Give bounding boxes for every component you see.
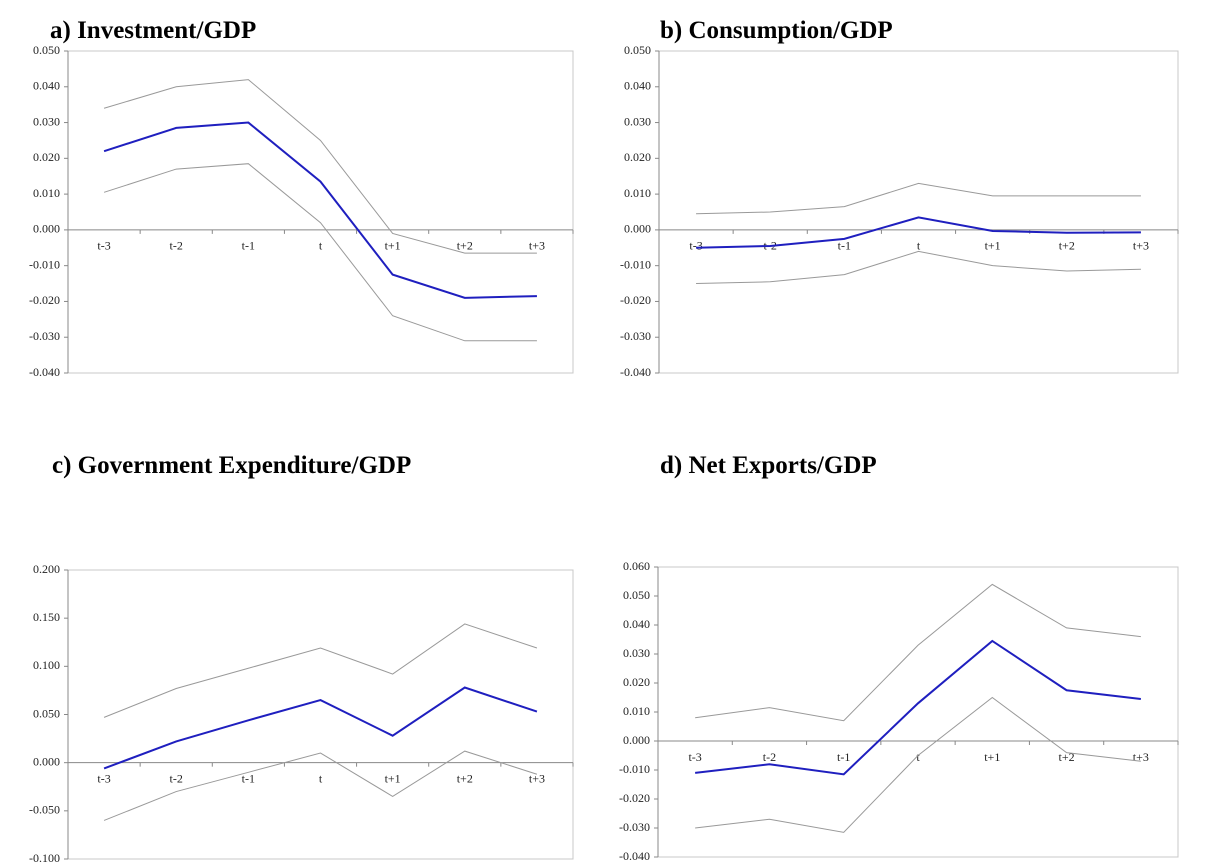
chart-title: a) Investment/GDP (50, 17, 256, 44)
y-tick-label: -0.020 (619, 791, 650, 805)
x-tick-label: t-1 (838, 239, 851, 253)
y-tick-label: 0.020 (33, 150, 60, 164)
x-tick-label: t+2 (457, 771, 473, 785)
series-line (103, 686, 538, 770)
y-tick-label: 0.000 (623, 733, 650, 747)
series-line (103, 121, 537, 299)
y-tick-label: 0.010 (33, 186, 60, 200)
y-tick-label: -0.030 (29, 329, 60, 343)
x-tick-label: t+2 (1059, 750, 1075, 764)
x-tick-label: t (916, 750, 920, 764)
y-tick-label: -0.040 (29, 365, 60, 379)
x-tick-label: t-1 (837, 750, 850, 764)
x-tick-label: t+1 (984, 750, 1000, 764)
x-tick-label: t+1 (385, 771, 401, 785)
y-tick-label: 0.030 (33, 114, 60, 128)
y-tick-label: -0.030 (620, 329, 651, 343)
x-tick-label: t-2 (763, 750, 776, 764)
series-line (103, 750, 538, 821)
series-line (695, 639, 1141, 776)
y-tick-label: -0.040 (619, 849, 650, 863)
y-tick-label: -0.040 (620, 365, 651, 379)
y-tick-label: -0.020 (620, 293, 651, 307)
x-tick-label: t+3 (1133, 750, 1149, 764)
y-tick-label: 0.050 (624, 43, 651, 57)
y-tick-label: 0.010 (624, 186, 651, 200)
y-tick-label: -0.010 (619, 762, 650, 776)
x-tick-label: t-3 (689, 239, 702, 253)
y-tick-label: -0.050 (29, 803, 60, 817)
x-tick-label: t+2 (1059, 239, 1075, 253)
x-tick-label: t-2 (170, 771, 183, 785)
y-tick-label: -0.020 (29, 293, 60, 307)
x-tick-label: t+3 (1133, 239, 1149, 253)
series-line (103, 163, 537, 342)
x-tick-label: t (319, 239, 323, 253)
x-tick-label: t+1 (385, 239, 401, 253)
y-tick-label: 0.050 (33, 706, 60, 720)
series-line (696, 182, 1141, 215)
chart-title: d) Net Exports/GDP (660, 452, 877, 479)
y-tick-label: 0.030 (624, 114, 651, 128)
y-tick-label: 0.000 (33, 754, 60, 768)
y-tick-label: 0.040 (33, 79, 60, 93)
chart-title: b) Consumption/GDP (660, 17, 893, 44)
plot-frame (658, 50, 1179, 374)
x-tick-label: t (319, 771, 323, 785)
y-tick-label: 0.020 (623, 675, 650, 689)
plot-frame (67, 569, 574, 860)
y-tick-label: 0.030 (623, 646, 650, 660)
x-tick-label: t-1 (242, 771, 255, 785)
y-tick-label: 0.050 (623, 588, 650, 602)
x-tick-label: t-1 (242, 239, 255, 253)
series-line (696, 216, 1141, 249)
series-line (103, 79, 537, 254)
y-tick-label: 0.000 (33, 222, 60, 236)
y-tick-label: 0.010 (623, 704, 650, 718)
y-tick-label: -0.010 (620, 257, 651, 271)
y-tick-label: 0.040 (624, 79, 651, 93)
y-tick-label: 0.040 (623, 617, 650, 631)
y-tick-label: 0.020 (624, 150, 651, 164)
x-tick-label: t-3 (688, 750, 701, 764)
x-tick-label: t-3 (97, 239, 110, 253)
x-tick-label: t+3 (529, 239, 545, 253)
plot-frame (67, 50, 574, 374)
series-line (695, 583, 1141, 722)
x-tick-label: t+1 (985, 239, 1001, 253)
x-tick-label: t-3 (97, 771, 110, 785)
x-tick-label: t-2 (170, 239, 183, 253)
series-line (103, 623, 538, 718)
x-tick-label: t (917, 239, 921, 253)
y-tick-label: 0.100 (33, 658, 60, 672)
y-tick-label: 0.150 (33, 610, 60, 624)
x-tick-label: t+3 (529, 771, 545, 785)
y-tick-label: 0.060 (623, 559, 650, 573)
x-tick-label: t+2 (457, 239, 473, 253)
y-tick-label: -0.030 (619, 820, 650, 834)
y-tick-label: -0.100 (29, 851, 60, 864)
series-line (695, 696, 1141, 833)
series-line (696, 250, 1141, 285)
y-tick-label: -0.010 (29, 257, 60, 271)
chart-title: c) Government Expenditure/GDP (52, 452, 411, 479)
y-tick-label: 0.000 (624, 222, 651, 236)
y-tick-label: 0.050 (33, 43, 60, 57)
y-tick-label: 0.200 (33, 562, 60, 576)
